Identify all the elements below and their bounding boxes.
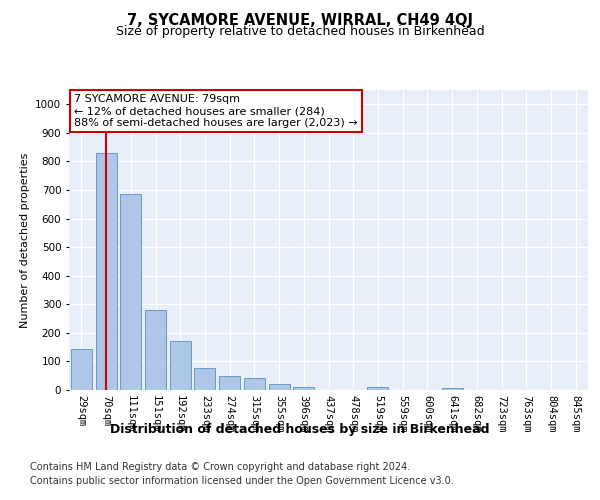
Bar xyxy=(120,194,141,390)
Bar xyxy=(269,384,290,390)
Bar xyxy=(71,349,92,390)
Text: Distribution of detached houses by size in Birkenhead: Distribution of detached houses by size … xyxy=(110,422,490,436)
Text: Size of property relative to detached houses in Birkenhead: Size of property relative to detached ho… xyxy=(116,25,484,38)
Bar xyxy=(145,310,166,390)
Bar xyxy=(442,388,463,390)
Bar xyxy=(219,376,240,390)
Text: 7 SYCAMORE AVENUE: 79sqm
← 12% of detached houses are smaller (284)
88% of semi-: 7 SYCAMORE AVENUE: 79sqm ← 12% of detach… xyxy=(74,94,358,128)
Text: Contains public sector information licensed under the Open Government Licence v3: Contains public sector information licen… xyxy=(30,476,454,486)
Bar xyxy=(244,378,265,390)
Bar xyxy=(293,386,314,390)
Y-axis label: Number of detached properties: Number of detached properties xyxy=(20,152,29,328)
Text: 7, SYCAMORE AVENUE, WIRRAL, CH49 4QJ: 7, SYCAMORE AVENUE, WIRRAL, CH49 4QJ xyxy=(127,12,473,28)
Text: Contains HM Land Registry data © Crown copyright and database right 2024.: Contains HM Land Registry data © Crown c… xyxy=(30,462,410,472)
Bar xyxy=(194,368,215,390)
Bar xyxy=(170,341,191,390)
Bar xyxy=(95,153,116,390)
Bar xyxy=(367,387,388,390)
